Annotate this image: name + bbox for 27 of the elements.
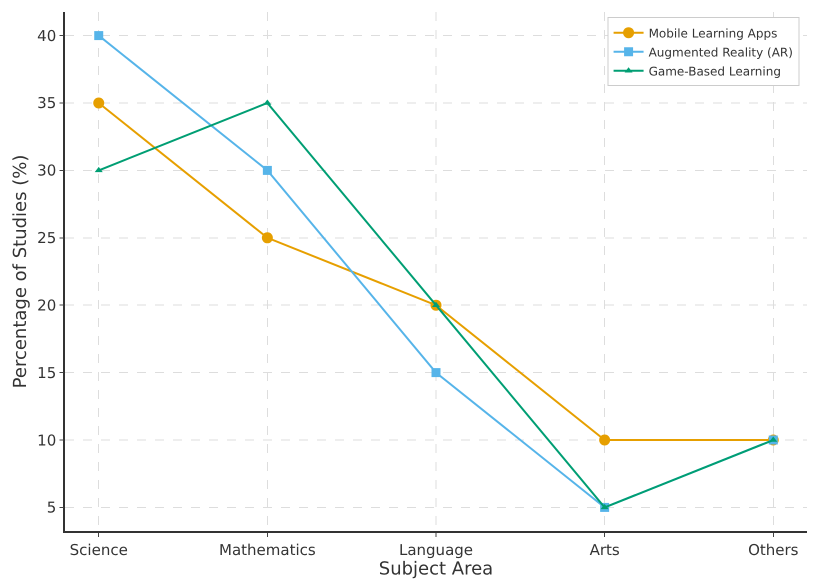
point <box>262 232 273 244</box>
x-tick-label: Language <box>398 540 474 559</box>
y-tick-label: 20 <box>37 296 56 314</box>
x-tick-label: Others <box>748 540 799 559</box>
y-tick-label: 35 <box>37 94 56 112</box>
point <box>263 99 272 105</box>
x-tick-label: Mathematics <box>219 540 316 559</box>
x-tick-label: Science <box>70 540 128 559</box>
legend-label: Augmented Reality (AR) <box>648 45 793 60</box>
y-tick-label: 5 <box>46 498 56 517</box>
point <box>262 166 272 175</box>
y-tick-label: 15 <box>37 364 56 382</box>
y-tick-label: 40 <box>37 26 56 45</box>
y-axis-title: Percentage of Studies (%) <box>10 154 31 388</box>
y-tick-label: 10 <box>37 431 56 450</box>
y-tick-label: 25 <box>37 229 56 248</box>
x-tick-label: Arts <box>590 540 620 559</box>
point <box>93 97 104 108</box>
legend-label: Game-Based Learning <box>648 64 781 78</box>
y-tick-label: 30 <box>37 162 56 180</box>
point <box>94 31 104 40</box>
point <box>600 504 609 510</box>
point <box>94 166 103 172</box>
x-axis-title: Subject Area <box>378 558 494 580</box>
legend-label: Mobile Learning Apps <box>648 26 778 40</box>
point <box>599 434 610 446</box>
point <box>432 368 440 378</box>
